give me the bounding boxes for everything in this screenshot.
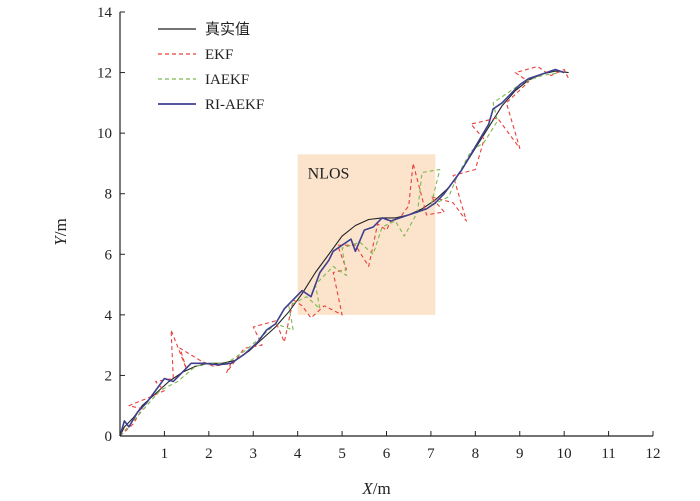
nlos-label: NLOS bbox=[308, 165, 350, 182]
y-tick-label-6: 12 bbox=[97, 66, 112, 82]
legend-label-0: 真实值 bbox=[205, 20, 250, 38]
x-axis-variable: X bbox=[361, 479, 373, 498]
y-tick-label-3: 6 bbox=[105, 247, 113, 263]
legend-label-2: IAEKF bbox=[205, 72, 249, 88]
legend-label-1: EKF bbox=[205, 47, 233, 63]
nlos-region bbox=[297, 154, 436, 315]
x-tick-label-10: 11 bbox=[601, 446, 615, 462]
x-tick-label-2: 3 bbox=[250, 446, 258, 462]
x-tick-label-4: 5 bbox=[338, 446, 346, 462]
y-tick-label-0: 0 bbox=[105, 429, 113, 445]
x-tick-label-5: 6 bbox=[383, 446, 391, 462]
x-tick-label-7: 8 bbox=[472, 446, 480, 462]
x-tick-label-3: 4 bbox=[294, 446, 302, 462]
y-axis-unit: /m bbox=[51, 218, 70, 236]
x-axis-unit: /m bbox=[373, 479, 391, 498]
series-line-1 bbox=[119, 65, 570, 437]
y-tick-label-2: 4 bbox=[105, 308, 113, 324]
y-tick-label-7: 14 bbox=[97, 5, 113, 21]
x-tick-label-9: 10 bbox=[557, 446, 572, 462]
series-line-3 bbox=[119, 68, 565, 437]
y-axis-variable: Y bbox=[51, 235, 70, 246]
y-tick-label-4: 8 bbox=[105, 187, 113, 203]
y-tick-label-1: 2 bbox=[105, 368, 113, 384]
x-tick-label-1: 2 bbox=[205, 446, 213, 462]
series-line-2 bbox=[119, 72, 560, 437]
x-axis-title: X/m bbox=[361, 479, 390, 498]
y-axis-title: Y/m bbox=[51, 218, 70, 245]
x-tick-label-6: 7 bbox=[427, 446, 435, 462]
x-tick-label-11: 12 bbox=[646, 446, 661, 462]
x-tick-label-0: 1 bbox=[161, 446, 169, 462]
legend-label-3: RI-AEKF bbox=[205, 97, 264, 113]
y-tick-label-5: 10 bbox=[97, 126, 112, 142]
x-tick-label-8: 9 bbox=[516, 446, 524, 462]
